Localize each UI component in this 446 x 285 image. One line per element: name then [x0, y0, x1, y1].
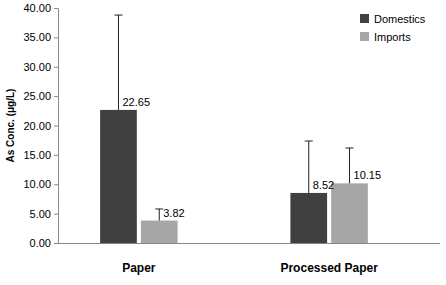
- y-tick-mark: [54, 96, 58, 97]
- y-tick-mark: [54, 126, 58, 127]
- data-label: 3.82: [163, 207, 184, 219]
- y-tick-label: 15.00: [23, 149, 51, 161]
- y-tick-mark: [54, 214, 58, 215]
- y-tick-label: 10.00: [23, 178, 51, 190]
- data-label: 22.65: [122, 96, 150, 108]
- y-tick-mark: [54, 67, 58, 68]
- y-tick: 20.00: [23, 120, 58, 132]
- error-bar: [114, 15, 122, 110]
- error-bar-cap: [346, 148, 354, 149]
- y-tick-label: 0.00: [30, 237, 51, 249]
- y-tick-mark: [54, 8, 58, 9]
- y-tick: 15.00: [23, 149, 58, 161]
- data-label: 8.52: [313, 179, 334, 191]
- y-tick-mark: [54, 155, 58, 156]
- y-tick: 0.00: [30, 237, 58, 249]
- legend-swatch: [360, 14, 369, 23]
- plot-area: [100, 15, 368, 243]
- y-axis: 0.00 5.00 10.00 15.00 20.00 25.00 30.00 35.00 40…: [23, 2, 58, 249]
- bar: [100, 110, 137, 243]
- error-bar-cap: [114, 15, 122, 16]
- x-tick-label: Paper: [122, 261, 156, 275]
- chart: 0.00 5.00 10.00 15.00 20.00 25.00 30.00 35.00 40…: [0, 0, 446, 285]
- error-bar: [155, 209, 163, 221]
- y-tick: 5.00: [30, 208, 58, 220]
- x-tick: Paper: [122, 261, 156, 275]
- error-bar-stem: [159, 209, 160, 221]
- legend-swatch: [360, 32, 369, 41]
- y-tick-label: 40.00: [23, 2, 51, 14]
- legend-label: Imports: [374, 31, 411, 43]
- x-tick-label: Processed Paper: [280, 261, 378, 275]
- error-bar-stem: [308, 141, 309, 193]
- y-tick-label: 5.00: [30, 208, 51, 220]
- y-tick: 35.00: [23, 31, 58, 43]
- legend-item: Domestics: [360, 13, 426, 25]
- legend-label: Domestics: [374, 13, 426, 25]
- y-tick-label: 30.00: [23, 61, 51, 73]
- data-label: 10.15: [354, 169, 382, 181]
- x-axis-line: [58, 243, 440, 244]
- error-bar: [346, 148, 354, 183]
- legend: Domestics Imports: [360, 13, 426, 43]
- y-axis-title: As Conc. (μg/L): [5, 89, 16, 163]
- bar: [141, 221, 178, 243]
- legend-item: Imports: [360, 31, 411, 43]
- y-tick-label: 25.00: [23, 90, 51, 102]
- data-labels: 22.65 8.52 3.82 10.15: [122, 96, 381, 219]
- y-tick: 10.00: [23, 178, 58, 190]
- y-tick: 25.00: [23, 90, 58, 102]
- bar: [331, 183, 368, 243]
- y-axis-line: [58, 9, 59, 244]
- error-bar-cap: [305, 141, 313, 142]
- error-bar: [305, 141, 313, 193]
- y-tick: 40.00: [23, 2, 58, 14]
- error-bar-stem: [118, 15, 119, 110]
- error-bar-cap: [155, 208, 163, 209]
- y-tick-mark: [54, 184, 58, 185]
- y-tick: 30.00: [23, 61, 58, 73]
- y-tick-mark: [54, 243, 58, 244]
- y-tick-label: 20.00: [23, 120, 51, 132]
- y-tick-mark: [54, 37, 58, 38]
- bar: [290, 193, 327, 243]
- x-axis: Paper Processed Paper: [58, 244, 440, 275]
- x-tick: Processed Paper: [280, 261, 378, 275]
- error-bar-stem: [349, 148, 350, 183]
- y-tick-label: 35.00: [23, 31, 51, 43]
